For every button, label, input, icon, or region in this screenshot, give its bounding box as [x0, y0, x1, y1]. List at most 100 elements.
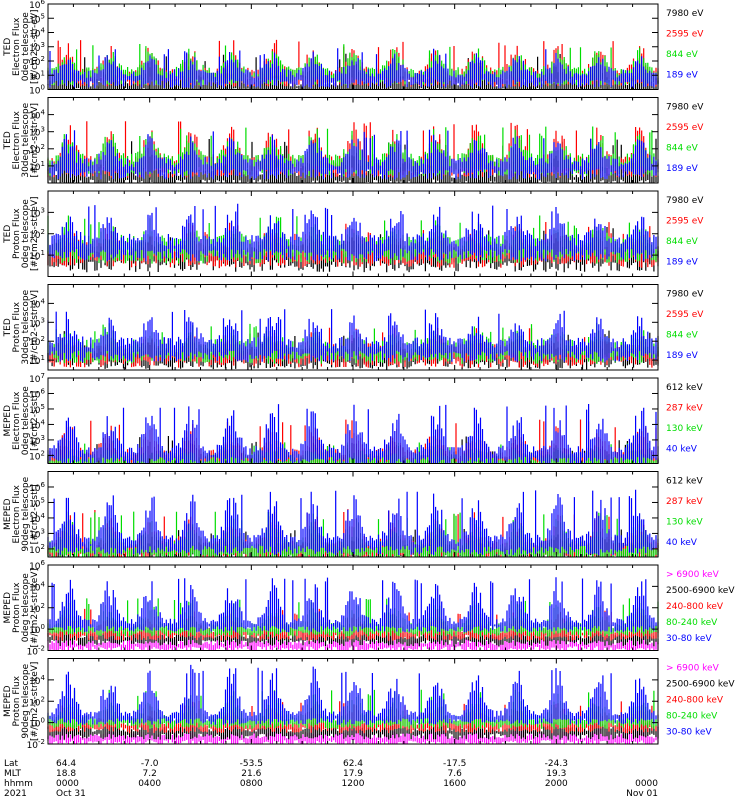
- y-axis-label: 90deg telescope: [21, 663, 31, 738]
- y-tick-label: 100: [29, 717, 45, 730]
- y-tick-label: 103: [29, 206, 45, 219]
- x-axis-value-lat: -53.5: [240, 759, 263, 769]
- legend-label-p4-3: 189 eV: [666, 351, 699, 361]
- y-axis-label: [#/cm2-s-str]: [30, 391, 40, 451]
- x-axis-value-hhmm: 0400: [138, 779, 161, 789]
- series-trace-p7-4: [47, 577, 659, 633]
- legend-label-p5-3: 40 keV: [666, 444, 698, 454]
- x-axis-value-date: Oct 31: [56, 789, 86, 799]
- x-axis-value-mlt: 7.2: [143, 769, 157, 779]
- y-axis-label: 90deg telescope: [21, 476, 31, 551]
- legend-label-p3-2: 844 eV: [666, 237, 699, 247]
- x-axis-value-hhmm: 1200: [342, 779, 365, 789]
- panel-p5: 102 103 104 105 106 107 MEPED Electron Flux 0deg…: [3, 372, 703, 464]
- panel-p7: 10-2 100 102 104 106 MEPED Proton Flux 0deg tel…: [3, 559, 735, 658]
- legend-label-p2-3: 189 eV: [666, 164, 699, 174]
- x-axis-value-hhmm: 0800: [240, 779, 263, 789]
- x-axis-value-mlt: 17.9: [343, 769, 363, 779]
- y-tick-label: 10-2: [27, 645, 45, 658]
- legend-label-p8-2: 240-800 keV: [666, 695, 724, 705]
- y-axis-label: 30deg telescope: [21, 102, 31, 177]
- x-axis-value-mlt: 18.8: [56, 769, 76, 779]
- y-tick-label: 106: [29, 481, 45, 494]
- y-tick-label: 104: [29, 418, 45, 431]
- panel-p3: 101 102 103 TED Proton Flux 0deg telescope [#/…: [3, 190, 704, 277]
- x-axis-row-label: 2021: [4, 789, 27, 799]
- legend-label-p7-4: 30-80 keV: [666, 634, 712, 644]
- legend-label-p8-4: 30-80 keV: [666, 727, 712, 737]
- y-axis-label: 0deg telescope: [21, 573, 31, 643]
- y-axis-label: Electron Flux: [12, 110, 22, 169]
- y-axis-label: TED: [3, 225, 13, 244]
- y-tick-label: 105: [29, 403, 45, 416]
- legend-label-p4-1: 2595 eV: [666, 310, 704, 320]
- y-axis-label: MEPED: [3, 498, 13, 530]
- y-tick-label: 106: [29, 559, 45, 572]
- legend-label-p6-1: 287 keV: [666, 497, 703, 507]
- legend-label-p1-0: 7980 eV: [666, 9, 704, 19]
- y-tick-label: 101: [29, 249, 45, 262]
- panel-p6: 102 103 104 105 106 MEPED Electron Flux 90deg t…: [3, 471, 703, 558]
- y-axis-label: [#/cm2-s-str-keV]: [30, 662, 40, 741]
- legend-label-p5-1: 287 keV: [666, 403, 703, 413]
- legend-label-p7-1: 2500-6900 keV: [666, 586, 735, 596]
- y-axis-label: 0deg telescope: [21, 12, 31, 82]
- legend-label-p7-2: 240-800 keV: [666, 602, 724, 612]
- y-tick-label: 104: [29, 512, 45, 525]
- y-tick-label: 10-2: [27, 738, 45, 751]
- x-axis-row-label: Lat: [4, 759, 19, 769]
- x-axis-value-lat: -17.5: [443, 759, 466, 769]
- series-trace-p6-3: [47, 489, 659, 556]
- legend-label-p2-1: 2595 eV: [666, 123, 704, 133]
- y-axis-label: Electron Flux: [12, 391, 22, 450]
- panel-p8: 10-2 100 102 104 MEPED Proton Flux 90deg teles…: [3, 658, 735, 751]
- series-trace-p8-4: [47, 664, 659, 725]
- y-axis-label: [#/cm2-s-str-eV]: [30, 9, 40, 84]
- y-tick-label: 103: [29, 527, 45, 540]
- y-axis-label: MEPED: [3, 592, 13, 624]
- y-axis-label: Electron Flux: [12, 484, 22, 543]
- x-axis-value-lat: -7.0: [141, 759, 159, 769]
- legend-label-p5-2: 130 keV: [666, 424, 703, 434]
- y-axis-label: [#/cm2-s-str-keV]: [30, 568, 40, 647]
- y-tick-label: 102: [29, 543, 45, 556]
- y-tick-label: 105: [29, 12, 45, 25]
- x-axis-value-hhmm: 0000: [56, 779, 79, 789]
- y-tick-label: 107: [29, 372, 45, 385]
- y-tick-label: 104: [29, 27, 45, 40]
- y-axis-label: TED: [3, 318, 13, 337]
- y-axis-label: [#/cm2-s-str-eV]: [30, 196, 40, 271]
- x-axis-value-hhmm: 1600: [443, 779, 466, 789]
- x-axis-value-lat: 62.4: [343, 759, 363, 769]
- x-axis-value-hhmm: 0000: [635, 779, 658, 789]
- y-axis-label: [#/cm2-s-str-eV]: [30, 103, 40, 178]
- y-tick-label: 103: [29, 316, 45, 329]
- y-tick-label: 102: [29, 449, 45, 462]
- x-axis-value-lat: -24.3: [545, 759, 568, 769]
- x-axis-value-hhmm: 2000: [545, 779, 568, 789]
- y-tick-label: 103: [29, 126, 45, 139]
- y-axis-label: Proton Flux: [12, 675, 22, 726]
- y-tick-label: 104: [29, 297, 45, 310]
- x-axis-row-label: MLT: [4, 769, 22, 779]
- y-tick-label: 105: [29, 496, 45, 509]
- legend-label-p8-3: 80-240 keV: [666, 711, 718, 721]
- x-axis-value-lat: 64.4: [56, 759, 76, 769]
- y-tick-label: 102: [29, 143, 45, 156]
- y-tick-label: 101: [29, 69, 45, 82]
- y-axis-label: [#/cm2-s-str]: [30, 484, 40, 544]
- x-axis-row-label: hhmm: [4, 779, 33, 789]
- legend-label-p7-0: > 6900 keV: [666, 570, 720, 580]
- y-axis-label: Proton Flux: [12, 208, 22, 259]
- legend-label-p3-3: 189 eV: [666, 257, 699, 267]
- y-axis-label: Proton Flux: [12, 582, 22, 633]
- y-tick-label: 103: [29, 41, 45, 54]
- y-tick-label: 102: [29, 335, 45, 348]
- legend-label-p1-3: 189 eV: [666, 70, 699, 80]
- y-axis-label: TED: [3, 131, 13, 150]
- panel-p4: 101 102 103 104 TED Proton Flux 30deg telescop…: [3, 284, 704, 371]
- y-axis-label: MEPED: [3, 685, 13, 717]
- legend-label-p2-0: 7980 eV: [666, 103, 704, 113]
